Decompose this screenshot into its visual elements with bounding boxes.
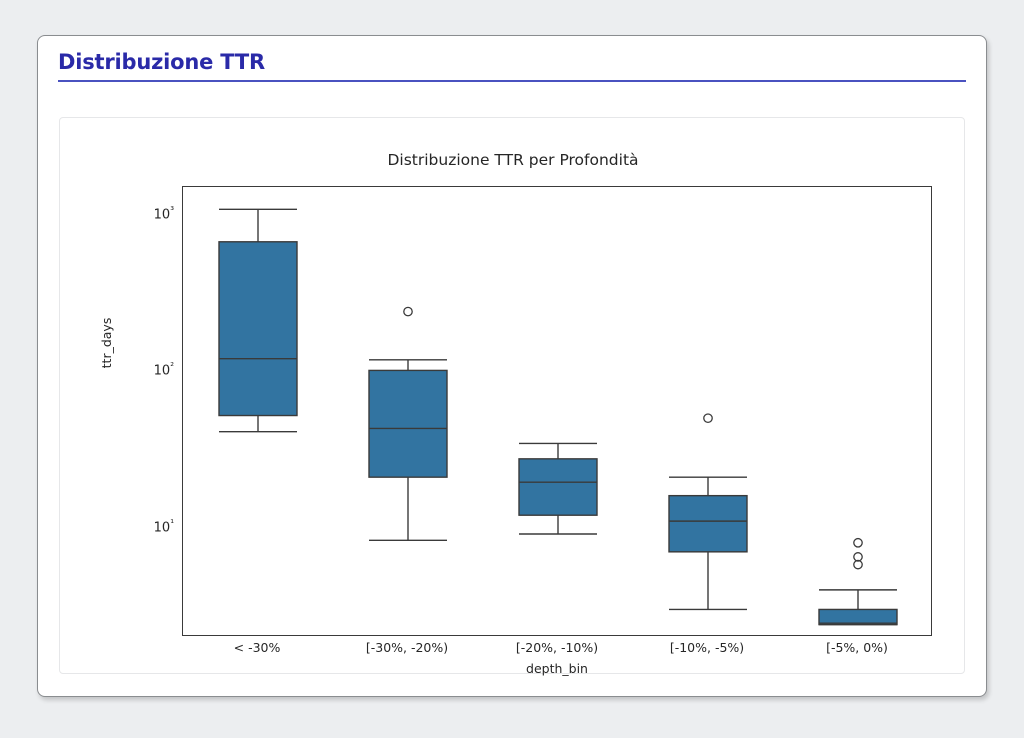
box-iqr [368,369,448,478]
box-iqr [668,494,748,553]
boxplot-group [218,208,298,433]
y-axis-tick-labels: 10³ 10² 10¹ [124,186,174,636]
box-iqr [818,608,898,626]
boxplot-figure: Distribuzione TTR per Profondità 10³ 10² 1… [60,118,966,676]
outlier-marker [853,552,863,562]
box-iqr [518,458,598,516]
card-header: Distribuzione TTR [58,50,968,82]
x-tick-label: [-30%, -20%) [365,640,449,655]
chart-panel: Distribuzione TTR per Profondità 10³ 10² 1… [59,117,966,676]
title-underline-rule [58,80,966,82]
plot-area [182,186,932,636]
x-tick-label: [-5%, 0%) [826,640,888,655]
x-tick-label: [-20%, -10%) [515,640,599,655]
box-iqr [218,241,298,417]
y-tick-label: 10¹ [153,517,174,535]
boxplot-group [368,306,448,541]
outlier-marker [703,413,713,424]
outlier-marker [853,559,863,570]
boxplot-svg [218,208,898,626]
y-axis-label: ttr_days [99,317,114,369]
outlier-marker [403,306,413,317]
chart-card: Distribuzione TTR Distribuzione TTR per … [37,35,987,697]
y-tick-label: 10³ [153,204,174,222]
boxplot-group [668,413,748,611]
x-tick-label: [-10%, -5%) [669,640,745,655]
boxplot-group [818,537,898,626]
x-axis-label: depth_bin [526,661,588,676]
chart-title: Distribuzione TTR per Profondità [387,151,639,169]
y-tick-label: 10² [153,361,174,379]
boxplot-group [518,442,598,535]
x-tick-label: < -30% [233,640,281,655]
outlier-marker [853,537,863,548]
x-axis-tick-labels: < -30% [-30%, -20%) [-20%, -10%) [-10%, -5%… [182,640,932,662]
page-title: Distribuzione TTR [58,50,265,74]
